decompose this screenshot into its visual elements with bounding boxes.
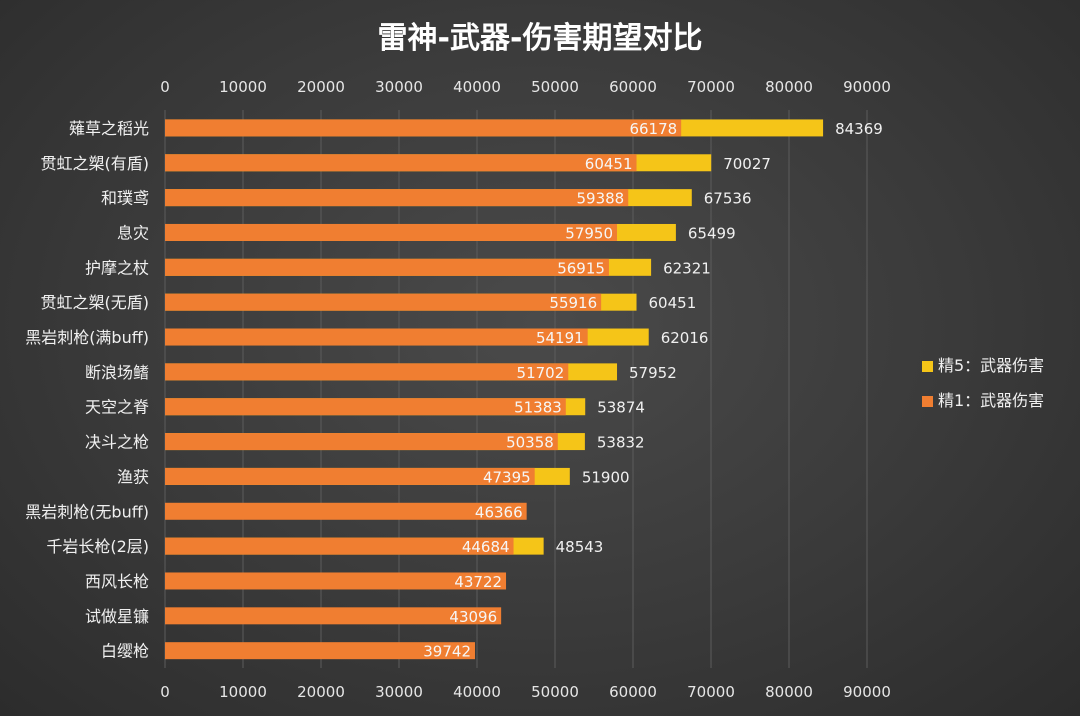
category-label: 护摩之杖 <box>85 258 149 277</box>
category-label: 贯虹之槊(有盾) <box>41 154 150 173</box>
bar-refine1 <box>165 258 609 276</box>
category-label: 黑岩刺枪(满buff) <box>25 328 149 347</box>
bar-refine1 <box>165 502 527 520</box>
bar-refine1 <box>165 398 566 416</box>
bottom-tick-label: 40000 <box>453 683 501 701</box>
top-tick-label: 60000 <box>609 78 657 96</box>
data-label-refine5: 60451 <box>649 294 697 312</box>
data-label-refine1: 54191 <box>536 329 584 347</box>
bottom-tick-label: 30000 <box>375 683 423 701</box>
data-label-refine1: 47395 <box>483 468 531 486</box>
category-label: 决斗之枪 <box>85 433 149 452</box>
top-tick-label: 90000 <box>843 78 891 96</box>
top-axis-ticks: 0 10000 20000 30000 40000 50000 60000 70000 8000… <box>160 78 891 96</box>
category-label: 渔获 <box>117 467 149 486</box>
data-label-refine1: 56915 <box>557 259 605 277</box>
data-label-refine1: 59388 <box>577 190 625 208</box>
bottom-axis-ticks: 0 10000 20000 30000 40000 50000 60000 70000 8000… <box>160 683 891 701</box>
category-label: 千岩长枪(2层) <box>46 537 149 556</box>
bar-refine1 <box>165 293 602 311</box>
data-label-refine5: 57952 <box>629 364 677 382</box>
bar-refine1 <box>165 328 588 346</box>
bar-refine1 <box>165 363 569 381</box>
chart-title: 雷神-武器-伤害期望对比 <box>378 21 703 56</box>
bar-refine1 <box>165 572 507 590</box>
bottom-tick-label: 90000 <box>843 683 891 701</box>
category-label: 息灾 <box>117 223 149 242</box>
bar-refine1 <box>165 154 637 172</box>
data-label-refine5: 62321 <box>663 259 711 277</box>
category-label: 薙草之稻光 <box>69 119 149 138</box>
data-label-refine5: 65499 <box>688 224 736 242</box>
category-label: 试做星镰 <box>85 607 149 626</box>
legend-swatch <box>922 396 933 407</box>
bottom-tick-label: 0 <box>160 683 170 701</box>
data-label-refine1: 66178 <box>629 120 677 138</box>
bar-refine1 <box>165 223 618 241</box>
data-label-refine1: 51383 <box>514 399 562 417</box>
bottom-tick-label: 60000 <box>609 683 657 701</box>
data-label-refine5: 53832 <box>597 434 645 452</box>
bar-refine1 <box>165 467 535 485</box>
data-label-refine5: 84369 <box>835 120 883 138</box>
bar-refine1 <box>165 433 558 451</box>
category-label: 白缨枪 <box>101 642 149 661</box>
bottom-tick-label: 80000 <box>765 683 813 701</box>
data-label-refine5: 67536 <box>704 190 752 208</box>
data-label-refine1: 39742 <box>423 643 471 661</box>
top-tick-label: 80000 <box>765 78 813 96</box>
bars: 66178 84369 60451 70027 59388 67536 57950 65499… <box>165 119 883 661</box>
bottom-tick-label: 70000 <box>687 683 735 701</box>
data-label-refine1: 55916 <box>549 294 597 312</box>
bar-refine1 <box>165 189 629 207</box>
data-label-refine5: 62016 <box>661 329 709 347</box>
legend-swatch <box>922 361 933 372</box>
top-tick-label: 50000 <box>531 78 579 96</box>
category-label: 黑岩刺枪(无buff) <box>25 502 149 521</box>
data-label-refine1: 57950 <box>565 224 613 242</box>
top-tick-label: 30000 <box>375 78 423 96</box>
data-label-refine1: 43722 <box>454 573 502 591</box>
top-tick-label: 0 <box>160 78 170 96</box>
bar-refine1 <box>165 607 502 625</box>
top-tick-label: 20000 <box>297 78 345 96</box>
data-label-refine1: 43096 <box>449 608 497 626</box>
top-tick-label: 70000 <box>687 78 735 96</box>
category-label: 和璞鸢 <box>101 189 149 208</box>
data-label-refine1: 46366 <box>475 503 523 521</box>
bottom-tick-label: 50000 <box>531 683 579 701</box>
bar-refine1 <box>165 537 514 555</box>
data-label-refine5: 53874 <box>597 399 645 417</box>
category-label: 贯虹之槊(无盾) <box>41 293 150 312</box>
legend-label: 精1：武器伤害 <box>938 391 1044 410</box>
bottom-tick-label: 20000 <box>297 683 345 701</box>
bar-refine1 <box>165 642 475 660</box>
bottom-tick-label: 10000 <box>219 683 267 701</box>
data-label-refine1: 60451 <box>585 155 633 173</box>
data-label-refine5: 70027 <box>723 155 771 173</box>
data-label-refine1: 50358 <box>506 434 554 452</box>
category-label: 天空之脊 <box>85 398 149 417</box>
top-tick-label: 40000 <box>453 78 501 96</box>
legend-label: 精5：武器伤害 <box>938 356 1044 375</box>
data-label-refine1: 51702 <box>517 364 565 382</box>
data-label-refine5: 51900 <box>582 468 630 486</box>
bar-refine1 <box>165 119 682 137</box>
category-label: 西风长枪 <box>85 572 149 591</box>
category-label: 断浪场鳍 <box>85 363 149 382</box>
data-label-refine5: 48543 <box>556 538 604 556</box>
top-tick-label: 10000 <box>219 78 267 96</box>
data-label-refine1: 44684 <box>462 538 510 556</box>
